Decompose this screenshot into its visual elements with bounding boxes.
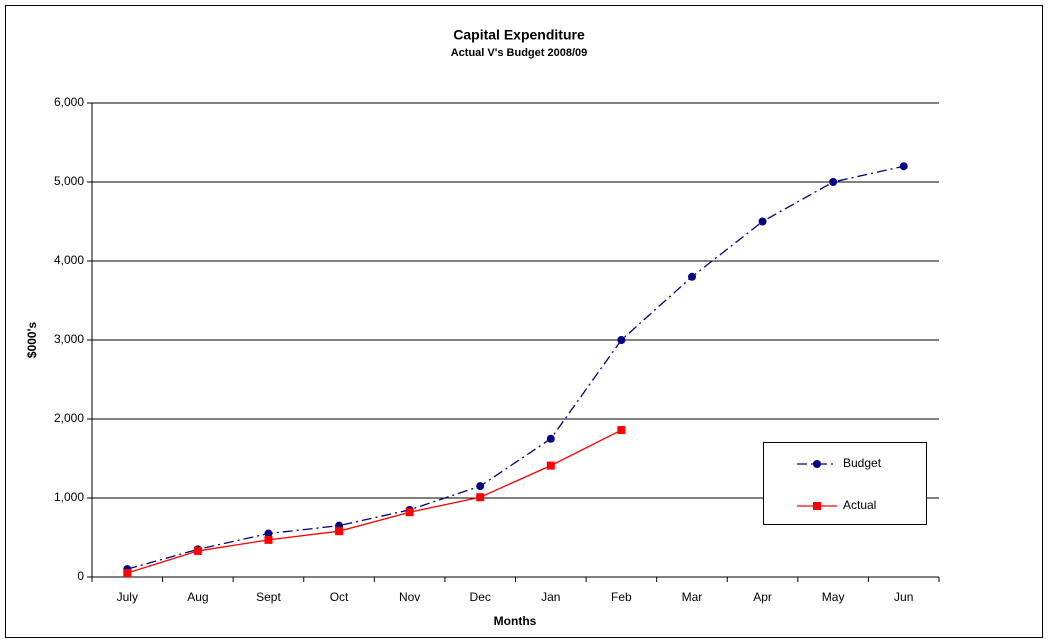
data-point [335, 527, 344, 536]
x-tick-label: Jan [541, 590, 560, 604]
legend-label: Actual [843, 498, 876, 512]
x-tick-label: Oct [330, 590, 349, 604]
chart-title: Capital Expenditure [453, 27, 585, 43]
y-tick-label: 5,000 [54, 174, 84, 188]
data-point [617, 426, 626, 435]
x-axis-label: Months [494, 614, 537, 628]
legend-label: Budget [843, 456, 882, 470]
data-point [264, 535, 273, 544]
data-point [476, 493, 485, 502]
data-point [829, 178, 838, 186]
legend-box [763, 442, 927, 525]
y-tick-label: 1,000 [54, 490, 84, 504]
y-tick-label: 3,000 [54, 332, 84, 346]
legend-swatch-marker [813, 460, 821, 468]
data-point [687, 272, 696, 281]
y-tick-label: 2,000 [54, 411, 84, 425]
data-point [405, 508, 414, 517]
data-point [476, 482, 485, 491]
x-tick-label: Sept [256, 590, 281, 604]
series-line [127, 429, 622, 574]
series-line [127, 165, 904, 570]
data-point [546, 461, 555, 470]
y-axis-label: $000's [25, 322, 39, 359]
chart-subtitle: Actual V's Budget 2008/09 [451, 47, 588, 59]
data-point [123, 569, 132, 578]
data-point [899, 162, 908, 171]
x-tick-label: Dec [470, 590, 491, 604]
data-point [546, 434, 555, 443]
y-tick-label: 4,000 [54, 253, 84, 267]
x-tick-label: Jun [894, 590, 913, 604]
x-tick-label: July [117, 590, 138, 604]
x-tick-label: May [822, 590, 845, 604]
data-point [193, 546, 202, 555]
data-point [617, 336, 626, 344]
x-tick-label: Mar [682, 590, 703, 604]
legend-swatch-marker [813, 502, 821, 510]
x-tick-label: Aug [187, 590, 208, 604]
x-tick-label: Apr [753, 590, 772, 604]
chart-frame [5, 5, 1043, 638]
data-point [758, 217, 767, 226]
y-tick-label: 6,000 [54, 95, 84, 109]
y-tick-label: 0 [77, 569, 84, 583]
data-point [264, 529, 273, 538]
x-tick-label: Feb [611, 590, 632, 604]
x-tick-label: Nov [399, 590, 420, 604]
